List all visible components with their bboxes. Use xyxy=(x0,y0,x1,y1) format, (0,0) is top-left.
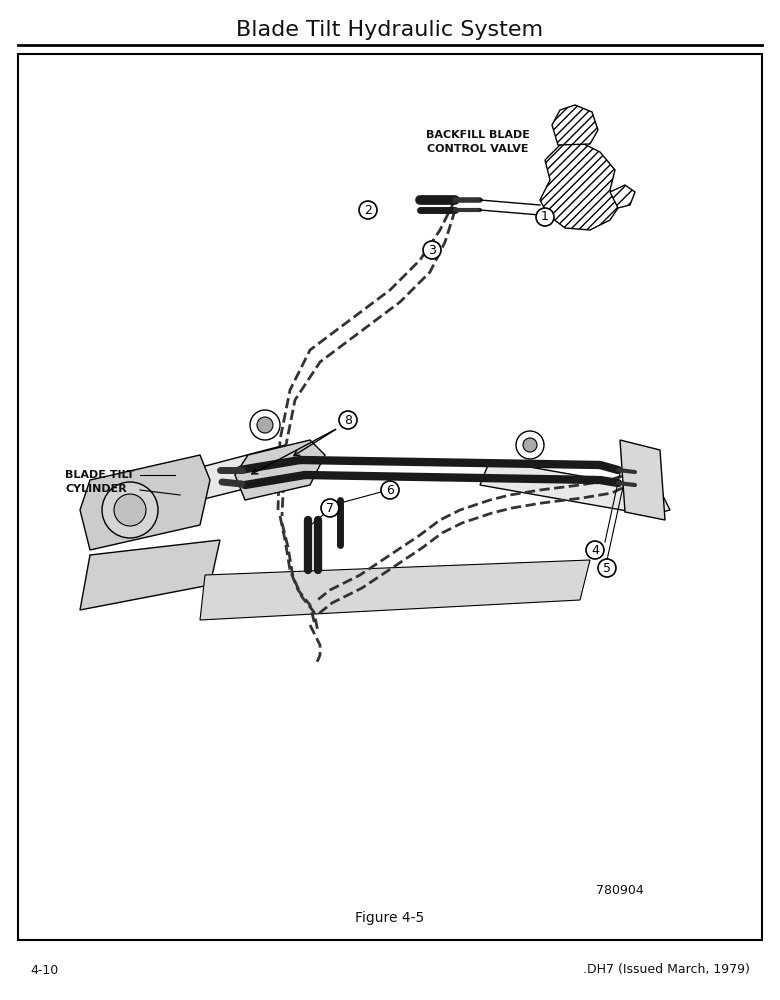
Circle shape xyxy=(381,481,399,499)
Circle shape xyxy=(339,411,357,429)
Circle shape xyxy=(536,208,554,226)
Circle shape xyxy=(257,417,273,433)
Text: BACKFILL BLADE
CONTROL VALVE: BACKFILL BLADE CONTROL VALVE xyxy=(426,130,530,154)
Text: 2: 2 xyxy=(364,204,372,217)
Circle shape xyxy=(114,494,146,526)
Text: .DH7 (Issued March, 1979): .DH7 (Issued March, 1979) xyxy=(583,964,750,976)
Text: 6: 6 xyxy=(386,484,394,496)
Polygon shape xyxy=(552,105,598,145)
Circle shape xyxy=(523,438,537,452)
Text: Figure 4-5: Figure 4-5 xyxy=(356,911,424,925)
Circle shape xyxy=(102,482,158,538)
Polygon shape xyxy=(200,560,590,620)
Circle shape xyxy=(250,410,280,440)
Polygon shape xyxy=(620,440,665,520)
Polygon shape xyxy=(480,460,670,515)
Polygon shape xyxy=(80,455,210,550)
Text: 3: 3 xyxy=(428,243,436,256)
Text: 5: 5 xyxy=(603,562,611,574)
Text: 8: 8 xyxy=(344,414,352,426)
Polygon shape xyxy=(190,445,300,500)
Text: 780904: 780904 xyxy=(596,884,643,896)
Circle shape xyxy=(359,201,377,219)
Text: Blade Tilt Hydraulic System: Blade Tilt Hydraulic System xyxy=(236,20,544,40)
Text: 4: 4 xyxy=(591,544,599,556)
Circle shape xyxy=(516,431,544,459)
Text: 1: 1 xyxy=(541,211,549,224)
Circle shape xyxy=(598,559,616,577)
Text: 7: 7 xyxy=(326,502,334,514)
Polygon shape xyxy=(610,185,635,208)
Circle shape xyxy=(586,541,604,559)
Polygon shape xyxy=(80,540,220,610)
Circle shape xyxy=(321,499,339,517)
Circle shape xyxy=(423,241,441,259)
Text: BLADE TILT
CYLINDER: BLADE TILT CYLINDER xyxy=(65,470,134,494)
Polygon shape xyxy=(235,440,325,500)
Polygon shape xyxy=(540,142,620,230)
Text: 4-10: 4-10 xyxy=(30,964,58,976)
